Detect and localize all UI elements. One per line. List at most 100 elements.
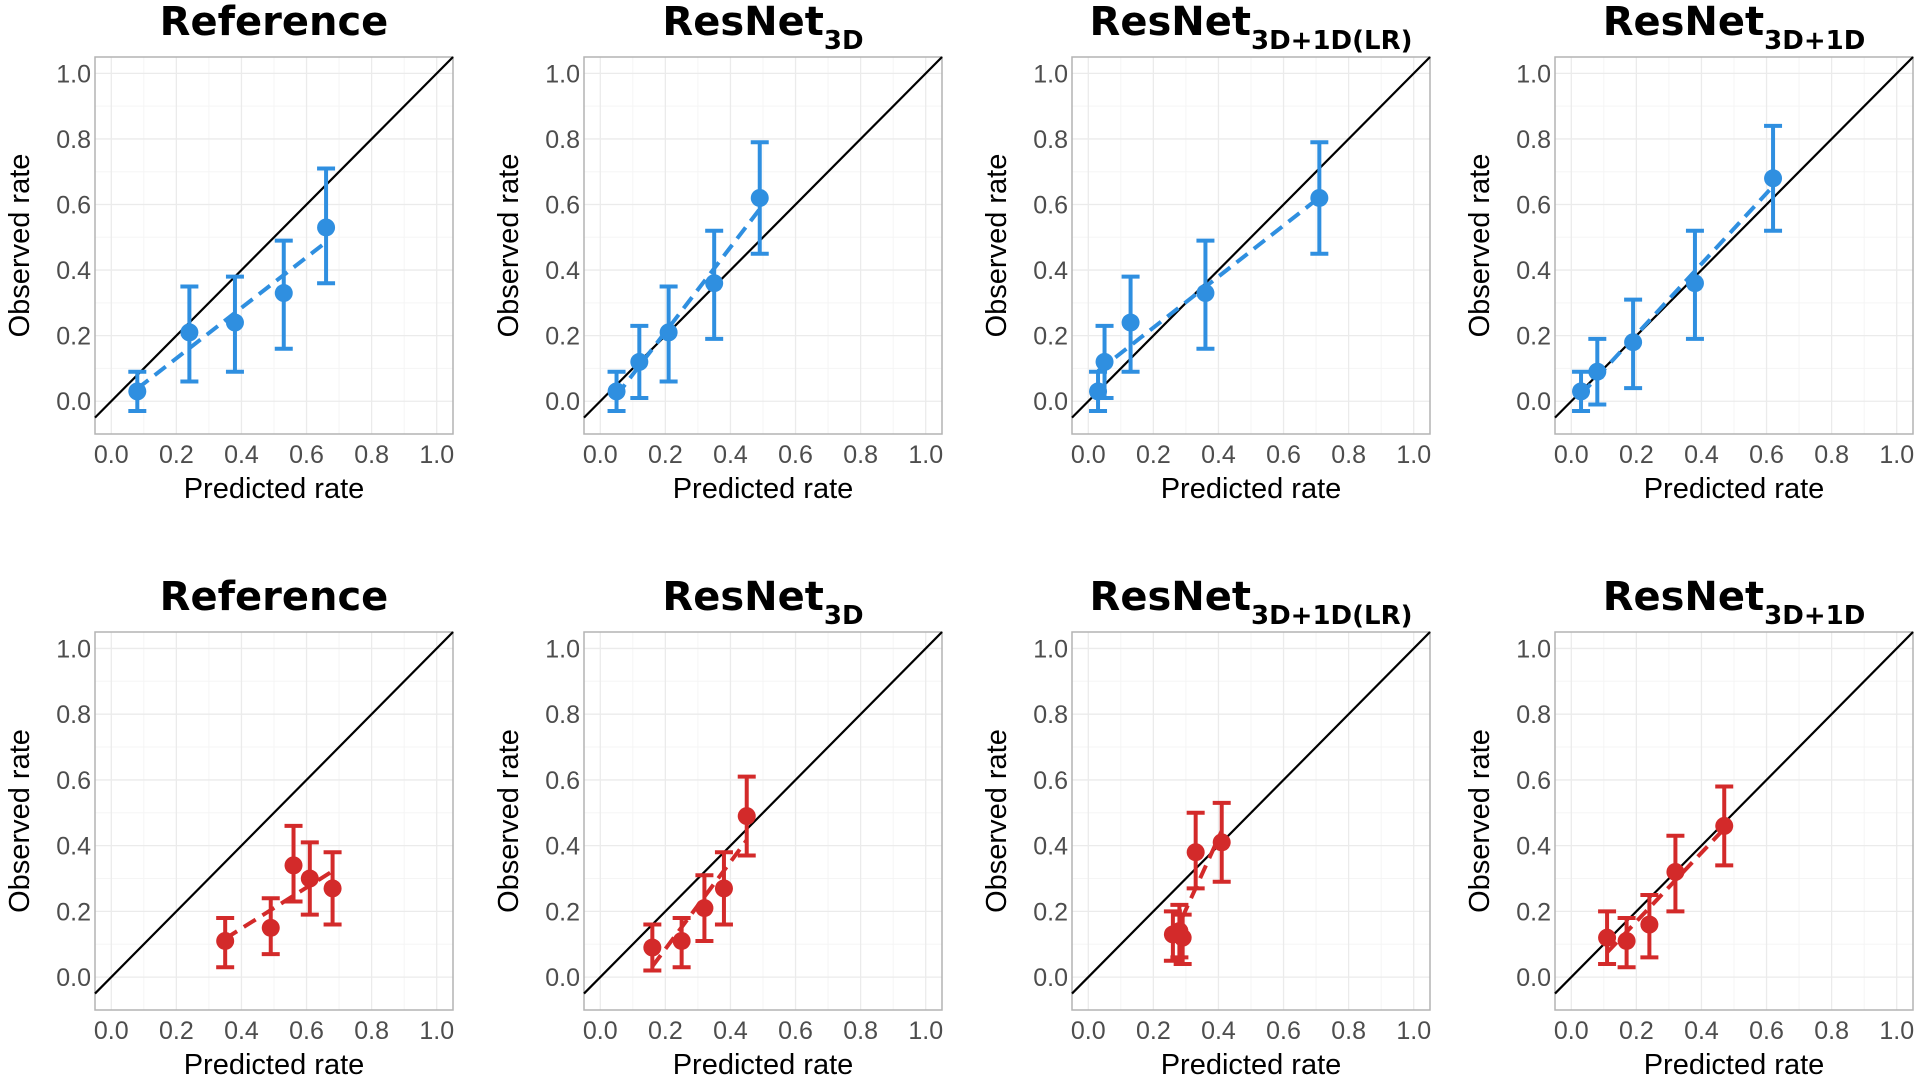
y-tick-label: 0.0 — [545, 964, 580, 992]
panel-title-subscript: 3D+1D — [1764, 26, 1865, 56]
panel-title-main: Reference — [160, 574, 389, 620]
x-axis-label: Predicted rate — [673, 473, 854, 505]
data-point — [1212, 833, 1231, 852]
x-tick-label: 0.0 — [1554, 1017, 1589, 1045]
data-point — [274, 284, 293, 303]
panel-title-main: Reference — [160, 0, 389, 45]
y-tick-label: 0.4 — [1516, 833, 1551, 861]
panel-title-main: ResNet — [1090, 0, 1251, 45]
panel-title-subscript: 3D — [824, 601, 864, 631]
y-tick-label: 0.0 — [1516, 388, 1551, 416]
calibration-panel: ResNet3D+1D 0.0 0.2 0.4 0.6 0.8 1.0 0.0 0.2 0.4 0.… — [1464, 0, 1914, 505]
y-tick-label: 0.8 — [56, 701, 91, 729]
fit-line — [614, 207, 762, 397]
data-point — [323, 879, 342, 898]
y-axis-label: Observed rate — [1464, 729, 1496, 913]
y-tick-label: 0.0 — [1033, 388, 1068, 416]
data-point — [737, 807, 756, 826]
plot-frame — [94, 56, 454, 435]
x-tick-label: 0.8 — [1331, 1017, 1366, 1045]
y-tick-label: 0.4 — [56, 257, 91, 285]
x-tick-label: 0.6 — [1749, 441, 1784, 469]
plot-frame — [94, 631, 454, 1011]
data-point — [225, 313, 244, 332]
identity-line — [94, 56, 454, 419]
panel-title-main: ResNet — [1090, 574, 1251, 620]
y-tick-label: 0.4 — [1516, 257, 1551, 285]
y-tick-label: 1.0 — [56, 635, 91, 663]
x-tick-label: 0.4 — [713, 441, 748, 469]
x-tick-label: 1.0 — [1396, 1017, 1431, 1045]
x-tick-label: 1.0 — [1879, 1017, 1914, 1045]
y-axis-label: Observed rate — [1464, 154, 1496, 338]
panel-title: Reference — [160, 574, 389, 620]
x-tick-label: 0.6 — [289, 441, 324, 469]
x-tick-label: 0.6 — [1749, 1017, 1784, 1045]
x-tick-label: 0.8 — [843, 1017, 878, 1045]
data-point — [1617, 931, 1636, 950]
x-axis-label: Predicted rate — [1161, 473, 1342, 505]
panel-title-main: ResNet — [1603, 0, 1764, 45]
calibration-panel: Reference 0.0 0.2 0.4 0.6 0.8 1.0 0.0 0.2 0.4 0.6 0… — [4, 574, 454, 1079]
x-tick-label: 0.2 — [1619, 441, 1654, 469]
y-tick-label: 0.4 — [56, 833, 91, 861]
x-tick-label: 0.6 — [778, 441, 813, 469]
y-tick-label: 0.4 — [1033, 257, 1068, 285]
y-tick-label: 0.4 — [545, 833, 580, 861]
x-tick-label: 0.6 — [1266, 1017, 1301, 1045]
data-point — [216, 931, 235, 950]
data-point — [1588, 362, 1607, 381]
y-tick-label: 0.8 — [1033, 126, 1068, 154]
y-tick-label: 0.8 — [1516, 126, 1551, 154]
x-tick-label: 0.4 — [224, 1017, 259, 1045]
identity-line — [94, 631, 454, 995]
x-tick-label: 0.4 — [1201, 1017, 1236, 1045]
x-tick-label: 0.2 — [648, 441, 683, 469]
data-point — [1310, 188, 1329, 207]
y-tick-label: 0.6 — [1033, 192, 1068, 220]
x-axis-label: Predicted rate — [1644, 473, 1825, 505]
y-tick-label: 0.0 — [1516, 964, 1551, 992]
y-tick-label: 0.2 — [56, 323, 91, 351]
x-tick-label: 0.8 — [354, 441, 389, 469]
y-tick-label: 0.2 — [1033, 898, 1068, 926]
panel-title: ResNet3D+1D(LR) — [1090, 574, 1413, 631]
plot-frame — [1554, 631, 1914, 1011]
fit-line — [1171, 829, 1224, 940]
x-tick-label: 0.0 — [1071, 1017, 1106, 1045]
panel-title-subscript: 3D+1D(LR) — [1251, 601, 1412, 631]
y-axis-label: Observed rate — [981, 729, 1013, 913]
data-point — [1598, 928, 1617, 947]
x-tick-label: 1.0 — [419, 1017, 454, 1045]
y-tick-label: 1.0 — [1516, 60, 1551, 88]
plot-frame — [1071, 56, 1431, 435]
x-tick-label: 0.8 — [1814, 441, 1849, 469]
y-tick-label: 0.0 — [1033, 964, 1068, 992]
x-tick-label: 0.6 — [289, 1017, 324, 1045]
y-axis-label: Observed rate — [493, 729, 525, 913]
x-axis-label: Predicted rate — [184, 1049, 365, 1079]
fit-line — [1579, 184, 1775, 396]
y-axis-label: Observed rate — [493, 154, 525, 338]
y-tick-label: 0.2 — [56, 898, 91, 926]
x-axis-label: Predicted rate — [184, 473, 365, 505]
y-axis-label: Observed rate — [4, 729, 36, 913]
calibration-panel: ResNet3D+1D(LR) 0.0 0.2 0.4 0.6 0.8 1.0 0.0 0.2 0… — [981, 574, 1431, 1079]
y-tick-label: 0.8 — [1516, 701, 1551, 729]
y-tick-label: 1.0 — [1033, 635, 1068, 663]
x-tick-label: 1.0 — [1396, 441, 1431, 469]
x-axis-label: Predicted rate — [1161, 1049, 1342, 1079]
data-point — [1685, 274, 1704, 293]
x-tick-label: 0.8 — [1331, 441, 1366, 469]
y-tick-label: 0.0 — [56, 964, 91, 992]
y-tick-label: 0.4 — [1033, 833, 1068, 861]
panel-title: ResNet3D+1D(LR) — [1090, 0, 1413, 56]
data-point — [1196, 284, 1215, 303]
plot-frame — [1554, 56, 1914, 435]
data-point — [607, 382, 626, 401]
calibration-panel: ResNet3D+1D 0.0 0.2 0.4 0.6 0.8 1.0 0.0 0.2 0.4 0.… — [1464, 574, 1914, 1079]
data-point — [643, 938, 662, 957]
x-tick-label: 0.0 — [1554, 441, 1589, 469]
x-tick-label: 0.2 — [159, 441, 194, 469]
